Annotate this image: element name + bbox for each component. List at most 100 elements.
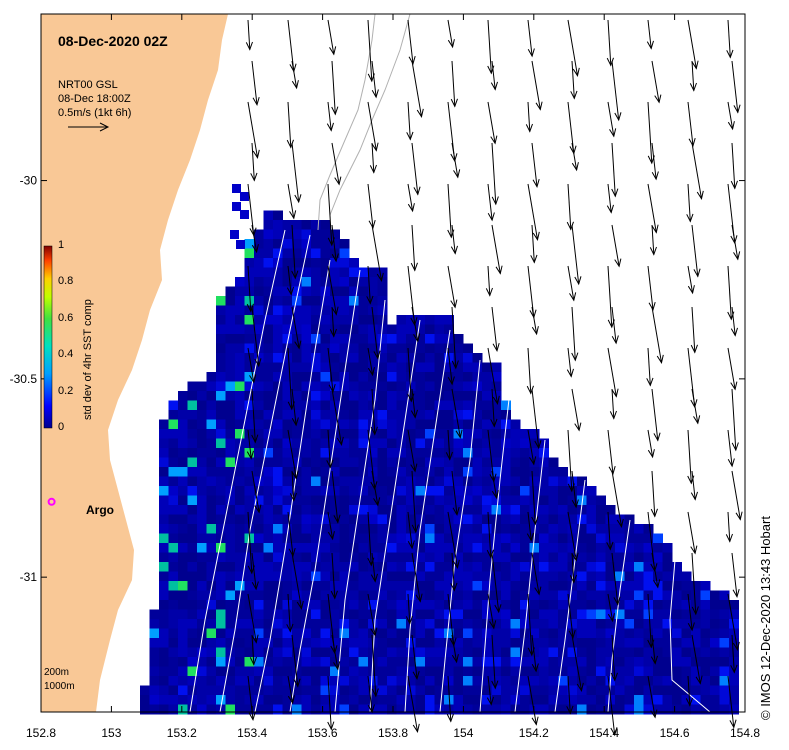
sst-cell xyxy=(425,543,435,553)
sst-cell xyxy=(387,619,397,629)
sst-cell xyxy=(672,704,682,715)
sst-cell xyxy=(567,704,578,715)
current-vector xyxy=(287,593,291,632)
sst-cell xyxy=(482,419,492,430)
sst-cell xyxy=(567,543,578,553)
sst-cell xyxy=(282,267,293,278)
sst-cell xyxy=(396,695,407,705)
sst-cell xyxy=(254,638,264,648)
sst-cell xyxy=(320,476,331,487)
x-tick-label: 154.2 xyxy=(519,726,549,740)
current-vector-head xyxy=(571,162,579,172)
current-vector xyxy=(287,19,295,72)
sst-cell xyxy=(225,666,236,677)
current-vector xyxy=(451,552,455,591)
sst-cell xyxy=(719,600,730,610)
sst-cell xyxy=(453,353,464,363)
sst-cell xyxy=(235,343,245,354)
sst-cell xyxy=(463,676,473,686)
sst-cell xyxy=(596,581,606,591)
x-tick-label: 154 xyxy=(453,726,473,740)
sst-cell xyxy=(396,647,407,658)
sst-cell xyxy=(415,343,426,354)
sst-cell xyxy=(282,334,293,344)
sst-cell xyxy=(520,666,530,677)
sst-cell xyxy=(387,676,397,686)
sst-cell xyxy=(396,590,407,601)
sst-cell xyxy=(406,685,416,696)
depth-legend-1000m: 1000m xyxy=(44,681,75,692)
current-vector-head xyxy=(609,410,617,420)
sst-cell xyxy=(662,666,673,677)
sst-cell xyxy=(586,495,597,506)
sst-cell xyxy=(710,695,720,705)
sst-cell xyxy=(235,524,245,534)
sst-cell xyxy=(273,628,283,639)
colorbar-tick: 0.6 xyxy=(58,312,74,324)
sst-cell xyxy=(187,486,198,496)
sst-cell xyxy=(368,514,378,525)
sst-cell xyxy=(216,362,226,373)
sst-cell xyxy=(662,581,673,591)
sst-cell xyxy=(643,685,654,696)
current-vector xyxy=(291,470,295,501)
sst-cell xyxy=(244,609,255,620)
current-vector xyxy=(607,183,612,213)
sst-cell xyxy=(415,429,426,439)
sst-cell xyxy=(349,590,359,601)
current-vector-head xyxy=(733,251,741,261)
sst-cell xyxy=(672,638,682,648)
map-title: 08-Dec-2020 02Z xyxy=(58,33,168,49)
sst-cell xyxy=(510,495,521,506)
sst-cell xyxy=(358,657,369,667)
sst-cell xyxy=(653,600,663,610)
sst-cell xyxy=(491,448,502,458)
sst-cell xyxy=(225,704,236,715)
current-vector xyxy=(611,470,622,527)
current-vector xyxy=(451,470,458,515)
sst-cell xyxy=(539,552,549,563)
sst-cell xyxy=(548,619,559,629)
sst-cell xyxy=(244,552,255,563)
sst-cell xyxy=(197,590,207,601)
sst-cell xyxy=(225,391,236,401)
sst-cell xyxy=(710,647,720,658)
sst-cell xyxy=(159,571,169,582)
sst-cell xyxy=(586,505,597,515)
sst-cell xyxy=(197,676,207,686)
sst-cell xyxy=(225,438,236,449)
sst-cell xyxy=(168,704,179,715)
sst-cell xyxy=(263,334,274,344)
sst-cell xyxy=(681,647,692,658)
sst-cell xyxy=(377,419,388,430)
current-vector xyxy=(727,347,736,390)
sst-cell xyxy=(178,562,188,572)
sst-cell xyxy=(406,495,416,506)
current-vector-head xyxy=(569,292,577,302)
current-vector xyxy=(647,347,651,386)
current-vector xyxy=(531,634,537,672)
sst-cell xyxy=(311,362,321,373)
sst-cell xyxy=(453,343,464,354)
sst-cell xyxy=(263,590,274,601)
sst-cell xyxy=(206,419,217,430)
sst-cell xyxy=(539,609,549,620)
sst-cell xyxy=(558,590,568,601)
sst-cell xyxy=(235,410,245,420)
sst-cell xyxy=(368,381,378,392)
current-vector-head xyxy=(607,613,615,623)
sst-cell xyxy=(159,457,169,468)
sst-cell xyxy=(235,277,245,287)
current-vector-head xyxy=(367,367,375,377)
sst-cell xyxy=(235,353,245,363)
sst-cell xyxy=(472,619,483,629)
sst-cell xyxy=(453,571,464,582)
sst-cell xyxy=(463,381,473,392)
sst-cell xyxy=(548,543,559,553)
sst-cell xyxy=(415,657,426,667)
sst-cell xyxy=(444,543,454,553)
sst-cell xyxy=(254,704,264,715)
sst-cell xyxy=(159,685,169,696)
current-vector xyxy=(611,224,620,267)
sst-cell xyxy=(168,619,179,629)
